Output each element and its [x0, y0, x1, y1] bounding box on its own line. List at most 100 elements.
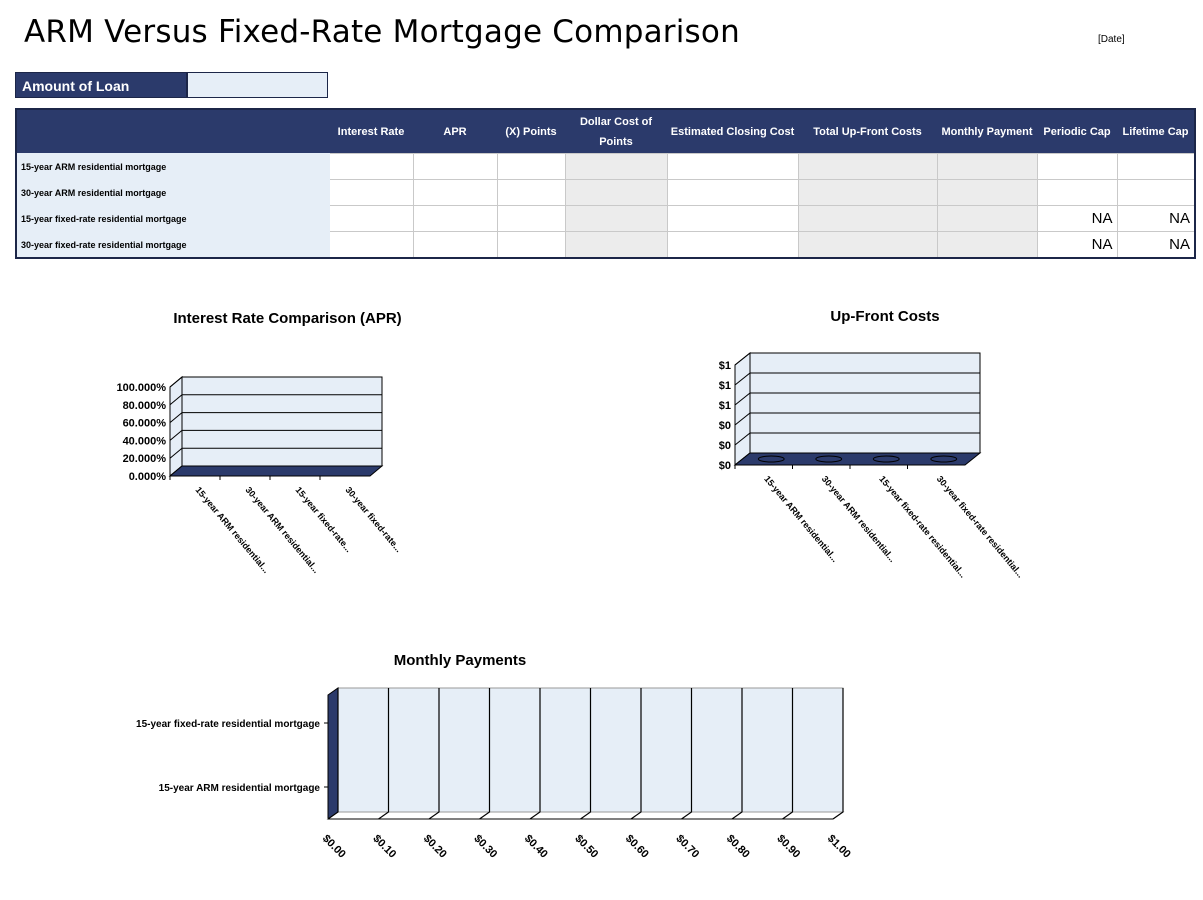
- table-cell[interactable]: [666, 179, 799, 206]
- plot-floor: [168, 465, 384, 477]
- gridline: [327, 688, 339, 820]
- table-row: 15-year ARM residential mortgage: [15, 153, 1196, 180]
- table-cell[interactable]: [412, 205, 498, 232]
- bar: [872, 455, 900, 463]
- gridline: [169, 429, 382, 441]
- table-cell[interactable]: [1116, 179, 1196, 206]
- plot-back-wall: [749, 352, 981, 454]
- x-tick-label: $0.60: [623, 833, 651, 861]
- table-cell[interactable]: [328, 231, 414, 259]
- page-title: ARM Versus Fixed-Rate Mortgage Compariso…: [24, 14, 740, 50]
- table-cell[interactable]: [1036, 153, 1118, 180]
- table-cell: NA: [1116, 205, 1196, 232]
- bar: [815, 455, 843, 463]
- row-label: 30-year ARM residential mortgage: [15, 179, 330, 206]
- table-cell[interactable]: [496, 153, 566, 180]
- x-tick-label: $0.50: [572, 833, 600, 861]
- x-tick-label: $0.90: [774, 833, 802, 861]
- table-cell: NA: [1116, 231, 1196, 259]
- gridline: [734, 412, 980, 426]
- row-label: 15-year fixed-rate residential mortgage: [15, 205, 330, 232]
- gridline: [681, 688, 693, 820]
- plot-side-wall: [734, 351, 751, 467]
- header-dollar-cost-points: Dollar Cost of Points: [565, 109, 667, 154]
- x-tick-label: 15-year fixed-rate...: [293, 485, 353, 554]
- plot-side-wall: [327, 687, 339, 820]
- monthly-chart: $0.00 $0.10 $0.20 $0.30 $0.40 $0.50 $0.60 $0.70…: [136, 687, 853, 861]
- x-tick-label: $1.00: [825, 833, 853, 861]
- y-tick-label: 60.000%: [123, 418, 167, 430]
- gridline: [479, 688, 491, 820]
- gridline: [832, 688, 844, 820]
- table-row: 30-year ARM residential mortgage: [15, 179, 1196, 206]
- table-cell: [797, 179, 938, 206]
- table-cell[interactable]: [496, 231, 566, 259]
- gridline: [169, 376, 382, 388]
- y-tick-label: 80.000%: [123, 400, 167, 412]
- x-tick-label: $0.70: [673, 833, 701, 861]
- gridline: [734, 352, 980, 366]
- x-tick-label: $0.20: [421, 833, 449, 861]
- header-interest-rate: Interest Rate: [329, 109, 413, 154]
- table-cell[interactable]: [666, 231, 799, 259]
- table-cell[interactable]: [1116, 153, 1196, 180]
- gridline: [428, 688, 440, 820]
- table-cell[interactable]: [328, 153, 414, 180]
- y-tick-label: $0: [719, 420, 731, 432]
- x-tick-label: 30-year fixed-rate...: [343, 485, 403, 554]
- gridline: [169, 447, 382, 459]
- gridline: [731, 688, 743, 820]
- upfront-chart-title: Up-Front Costs: [830, 308, 940, 325]
- plot-back-wall: [181, 376, 383, 467]
- table-row: 15-year fixed-rate residential mortgage …: [15, 205, 1196, 232]
- y-tick-label: 40.000%: [123, 435, 167, 447]
- header-points: (X) Points: [497, 109, 565, 154]
- apr-chart: 0.000% 20.000% 40.000% 60.000% 80.000% 100.00…: [116, 375, 404, 575]
- plot-side-wall: [169, 375, 183, 478]
- table-cell[interactable]: [666, 153, 799, 180]
- loan-amount-label: Amount of Loan: [15, 72, 187, 98]
- y-tick-label: $0: [719, 440, 731, 452]
- table-cell[interactable]: [496, 179, 566, 206]
- table-cell[interactable]: [412, 153, 498, 180]
- table-cell[interactable]: [412, 231, 498, 259]
- monthly-chart-title: Monthly Payments: [393, 652, 527, 669]
- table-cell: [936, 205, 1038, 232]
- table-cell: [936, 231, 1038, 259]
- apr-chart-title: Interest Rate Comparison (APR): [173, 310, 402, 327]
- header-monthly-payment: Monthly Payment: [937, 109, 1037, 154]
- table-cell[interactable]: [1036, 179, 1118, 206]
- upfront-chart: $0$0$0$1$1$115-year ARM residential...30…: [719, 351, 1026, 580]
- gridline: [734, 372, 980, 386]
- table-cell: NA: [1036, 231, 1118, 259]
- table-cell: [564, 205, 668, 232]
- y-tick-label: $0: [719, 460, 731, 472]
- bar: [757, 455, 785, 463]
- y-tick-label: $1: [719, 360, 731, 372]
- table-row: 30-year fixed-rate residential mortgage …: [15, 231, 1196, 259]
- x-tick-label: $0.40: [522, 833, 550, 861]
- table-cell[interactable]: [328, 205, 414, 232]
- table-cell: [797, 231, 938, 259]
- table-cell: [936, 179, 1038, 206]
- header-closing-cost: Estimated Closing Cost: [667, 109, 798, 154]
- gridline: [630, 688, 642, 820]
- table-cell[interactable]: [666, 205, 799, 232]
- gridline: [734, 432, 980, 446]
- row-label: 30-year fixed-rate residential mortgage: [15, 231, 330, 259]
- header-cell: [16, 109, 329, 154]
- header-total-upfront: Total Up-Front Costs: [798, 109, 937, 154]
- table-cell: [936, 153, 1038, 180]
- table-cell[interactable]: [412, 179, 498, 206]
- table-cell[interactable]: [496, 205, 566, 232]
- loan-amount-input[interactable]: [187, 72, 328, 98]
- table-cell: [564, 179, 668, 206]
- table-cell: [564, 153, 668, 180]
- row-label: 15-year ARM residential mortgage: [15, 153, 330, 180]
- table-cell: [564, 231, 668, 259]
- y-tick-label: 0.000%: [129, 471, 167, 483]
- gridline: [169, 412, 382, 423]
- header-periodic-cap: Periodic Cap: [1037, 109, 1117, 154]
- header-lifetime-cap: Lifetime Cap: [1117, 109, 1195, 154]
- table-cell[interactable]: [328, 179, 414, 206]
